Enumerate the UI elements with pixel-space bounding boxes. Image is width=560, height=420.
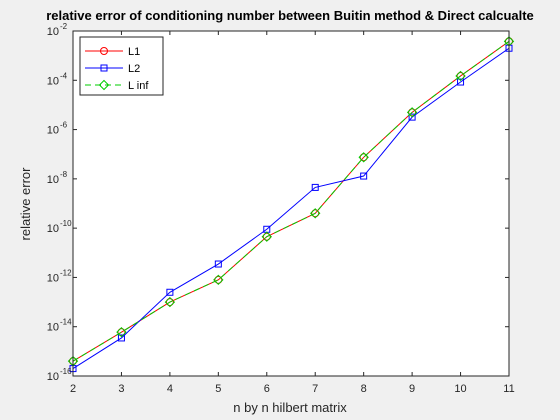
y-tick-label: 10 [47,125,59,137]
chart-title: relative error of conditioning number be… [46,8,534,23]
data-point [360,172,368,180]
x-tick-label: 10 [454,383,466,395]
data-point [164,296,176,308]
y-tick-exponent: -8 [60,170,68,179]
data-point [117,328,126,337]
y-tick-label: 10 [47,322,59,334]
data-point [311,209,320,218]
chart-marks [67,36,515,373]
y-tick-base: 10 [47,371,59,383]
data-point [310,208,321,219]
data-point [262,232,271,241]
chart-axes-box [72,30,510,377]
data-point [358,152,369,163]
series-line [72,40,510,362]
data-point [455,70,466,82]
legend-marker [100,64,108,72]
y-tick-exponent: -14 [60,318,72,327]
x-tick-label: 4 [167,383,173,395]
y-tick-exponent: -6 [60,121,68,130]
x-tick-label: 5 [215,383,221,395]
x-tick-label: 2 [70,383,76,395]
series-l-inf [67,36,515,367]
data-point [457,78,465,86]
x-tick-label: 3 [118,383,124,395]
data-point [165,298,174,307]
data-point [214,260,222,268]
y-tick-label: 10 [47,174,59,186]
data-point [213,274,224,286]
data-point [117,334,125,342]
data-point [406,107,418,118]
y-tick-label: 10 [47,26,59,38]
series-l2 [69,44,513,373]
y-tick-base: 10 [47,322,59,334]
y-tick-exponent: -2 [60,22,68,31]
data-point [166,288,174,296]
y-tick-label: 10 [47,75,59,87]
legend-marker [98,79,110,91]
y-axis-label: relative error [18,167,33,241]
series-line [72,47,510,370]
x-tick-label: 9 [409,383,415,395]
legend-label: L inf [128,80,149,92]
y-tick-base: 10 [47,272,59,284]
x-axis-ticks: 2 3 4 5 6 7 8 9 10 11 [70,31,515,395]
x-axis-label: n by n hilbert matrix [233,400,347,415]
y-tick-base: 10 [47,125,59,137]
y-tick-base: 10 [47,174,59,186]
data-point [408,113,416,121]
y-tick-exponent: -12 [60,268,72,277]
legend: L1 L2 L inf [79,36,164,96]
data-point [311,183,319,191]
y-tick-label: 10 [47,371,59,383]
x-tick-label: 11 [503,383,514,395]
legend-marker [100,47,108,55]
data-point [116,326,127,338]
legend-label: L2 [128,63,140,75]
data-point [214,275,223,284]
y-tick-exponent: -10 [60,219,72,228]
y-tick-exponent: -16 [60,367,72,376]
legend-box [79,36,164,96]
legend-label: L1 [128,46,140,58]
x-tick-label: 6 [264,383,270,395]
y-tick-label: 10 [47,223,59,235]
y-tick-base: 10 [47,223,59,235]
x-tick-label: 8 [361,383,367,395]
y-tick-label: 10 [47,272,59,284]
y-tick-base: 10 [47,75,59,87]
data-point [261,231,272,242]
y-tick-base: 10 [47,26,59,38]
data-point [359,153,368,162]
x-tick-label: 7 [312,383,318,395]
y-tick-exponent: -4 [60,71,68,80]
data-point [408,108,417,117]
